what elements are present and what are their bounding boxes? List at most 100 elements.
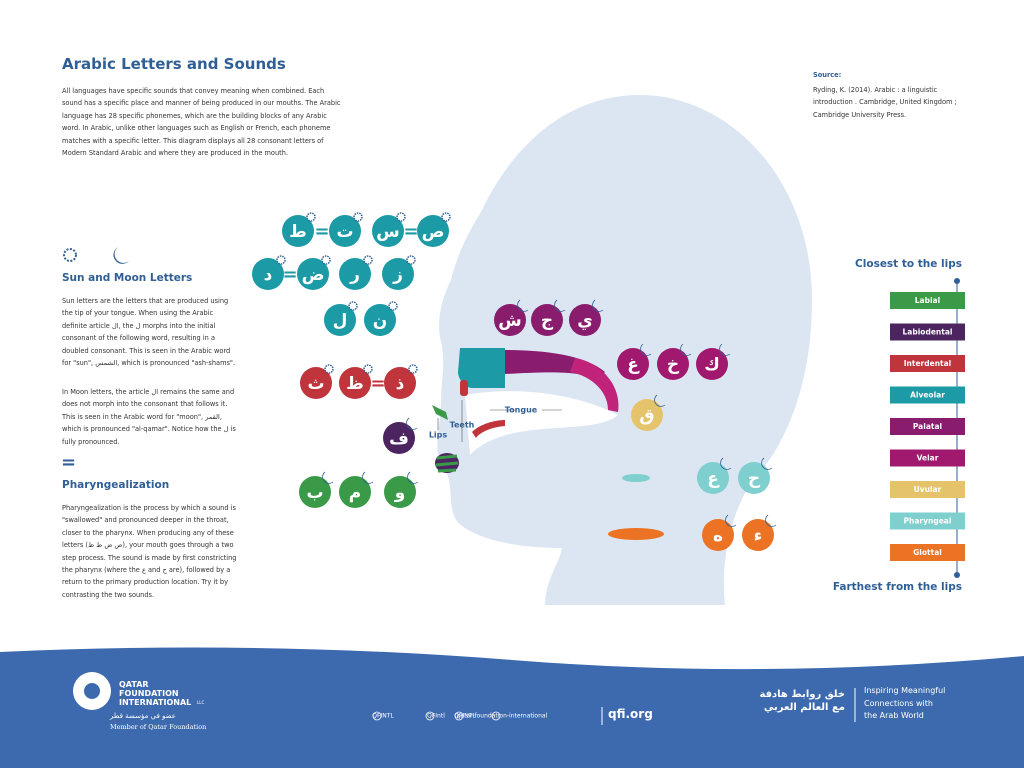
sun-mark (363, 364, 373, 374)
moon-mark (765, 514, 777, 527)
equals-sign: = (282, 264, 297, 285)
sun-icon (63, 248, 77, 262)
letter-badge (531, 304, 563, 336)
sun-mark (353, 212, 363, 222)
slogan-arabic: خلق روابط هادفة (759, 689, 845, 700)
social-handle: qatar-foundation-international (457, 713, 548, 720)
social-icon (372, 711, 382, 721)
social-handle: QFINTL (372, 713, 394, 720)
pharyngealization-text: Pharyngealization is the process by whic… (62, 504, 237, 599)
letter-badge (383, 422, 415, 454)
letter-badge (299, 476, 331, 508)
pharynx-mark (622, 474, 650, 482)
letter-badge (569, 304, 601, 336)
legend-box (890, 481, 965, 498)
legend-box (890, 544, 965, 561)
social-icon (425, 711, 435, 721)
slogan: Inspiring Meaningful (864, 686, 946, 695)
social-icon (491, 711, 501, 721)
qf-logo-hole (84, 683, 100, 699)
letter-badge (364, 304, 396, 336)
letter: ج (541, 311, 554, 331)
legend-box (890, 355, 965, 372)
letter: ء (754, 526, 763, 546)
letter-badge (372, 215, 404, 247)
moon-mark (720, 457, 732, 470)
letter-badge (339, 367, 371, 399)
letter: س (376, 222, 399, 242)
letter: ب (306, 483, 323, 503)
legend-label: Interdental (904, 359, 952, 368)
moon-text: In Moon letters, the article ال remains … (62, 388, 236, 446)
letter: ض (302, 265, 325, 285)
letter: و (394, 483, 406, 503)
legend-box (890, 292, 965, 309)
letter: خ (667, 355, 680, 375)
social-handle: QFINTL (454, 713, 476, 720)
moon-mark (592, 299, 604, 312)
palate-front (458, 348, 505, 388)
org-member: Member of Qatar Foundation (110, 723, 207, 731)
letter-badge (417, 215, 449, 247)
legend-label: Labiodental (903, 328, 953, 337)
legend-label: Alveolar (910, 391, 945, 400)
letter-badge (702, 519, 734, 551)
slogan: Connections with (864, 698, 933, 708)
letter: غ (627, 355, 640, 375)
letter-badge (252, 258, 284, 290)
legend-label: Uvular (914, 485, 942, 494)
moon-mark (640, 343, 652, 356)
sun-mark (396, 212, 406, 222)
moon-mark (406, 417, 418, 430)
org-arabic: عضو في مؤسسة قطر (110, 712, 176, 720)
equals-icon: = (61, 452, 77, 473)
letter: ي (577, 311, 593, 331)
letter: ف (389, 429, 409, 449)
org-name: FOUNDATION (119, 689, 179, 698)
letter: ع (707, 469, 720, 489)
letter: ح (748, 469, 761, 489)
upper-lip (432, 405, 448, 420)
equals-sign: = (403, 221, 418, 242)
letter: ه (713, 526, 723, 546)
letter-badge (631, 399, 663, 431)
sun-mark (276, 255, 286, 265)
legend-dot (954, 572, 960, 578)
letter-badge (738, 462, 770, 494)
diagram-label: Teeth (450, 421, 475, 430)
legend-box (890, 386, 965, 404)
sun-mark (348, 301, 358, 311)
letter-badge (494, 304, 526, 336)
intro: All languages have specific sounds that … (62, 87, 341, 158)
letter: ظ (346, 374, 364, 394)
letter-badge (282, 215, 314, 247)
moon-mark (407, 471, 419, 484)
legend-box (890, 449, 965, 467)
source-label: Source: (813, 71, 842, 79)
letter-badge (339, 476, 371, 508)
letter-badge (617, 348, 649, 380)
upper-teeth (460, 380, 468, 396)
social-icon (454, 711, 464, 721)
sun-moon-heading: Sun and Moon Letters (62, 272, 193, 284)
letter-badge (329, 215, 361, 247)
legend-label: Pharyngeal (904, 517, 952, 526)
letter: ش (498, 311, 521, 331)
moon-mark (322, 471, 334, 484)
letter: ك (704, 355, 720, 375)
legend-box (890, 418, 965, 435)
moon-mark (719, 343, 731, 356)
equals-sign: = (314, 221, 329, 242)
legend-box (890, 512, 965, 530)
letter-badge (657, 348, 689, 380)
letter: ر (349, 265, 360, 285)
org-name: QATAR (119, 680, 149, 689)
letter: ز (392, 265, 403, 285)
org-llc: LLC (197, 700, 205, 705)
legend-label: Glottal (913, 548, 942, 557)
moon-mark (680, 343, 692, 356)
legend-dot (954, 278, 960, 284)
slogan-arabic: مع العالم العربي (763, 702, 845, 713)
glottis-mark (608, 528, 664, 540)
